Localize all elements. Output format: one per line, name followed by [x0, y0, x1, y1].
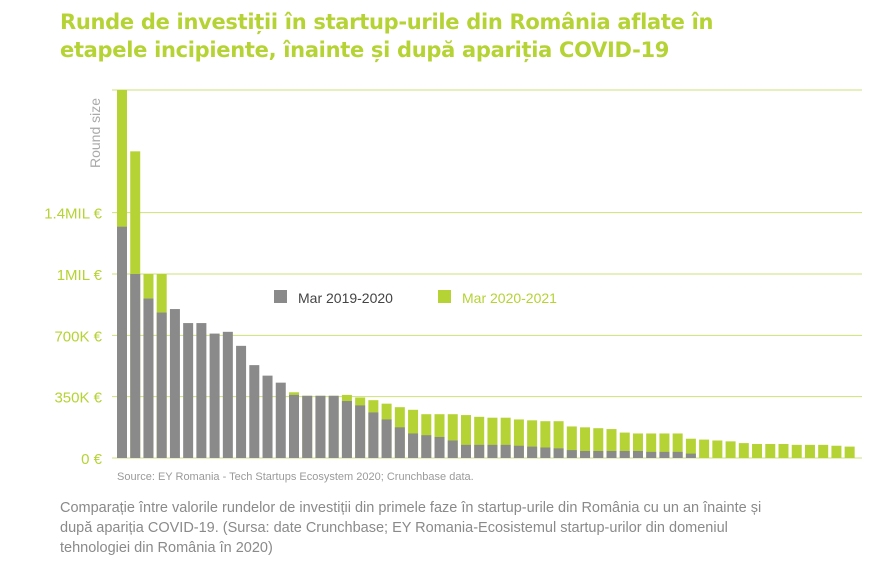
bar-mar-2020-2021: [791, 444, 802, 458]
bar-mar-2020-2021: [685, 438, 696, 458]
bar-mar-2019-2020: [646, 451, 657, 458]
bar-mar-2020-2021: [553, 421, 564, 458]
bar-mar-2019-2020: [156, 312, 167, 458]
bar-mar-2019-2020: [183, 323, 194, 458]
bar-mar-2019-2020: [632, 450, 643, 458]
y-tick-label: 350K €: [54, 390, 102, 407]
bar-mar-2019-2020: [222, 331, 233, 458]
bar-mar-2019-2020: [394, 427, 405, 458]
bar-mar-2019-2020: [130, 274, 141, 458]
bar-mar-2019-2020: [593, 450, 604, 458]
bar-mar-2019-2020: [196, 323, 207, 458]
bar-mar-2019-2020: [288, 394, 299, 458]
bar-mar-2020-2021: [844, 446, 855, 458]
bar-mar-2019-2020: [315, 395, 326, 458]
bar-mar-2019-2020: [460, 444, 471, 458]
bar-mar-2019-2020: [209, 333, 220, 458]
bar-mar-2020-2021: [566, 426, 577, 458]
figure-caption: Comparație între valorile rundelor de in…: [60, 498, 860, 558]
bar-mar-2019-2020: [275, 382, 286, 458]
bar-mar-2020-2021: [527, 420, 538, 458]
bar-mar-2020-2021: [804, 444, 815, 458]
legend-item-mar-2020-2021-swatch: [438, 290, 451, 303]
bar-mar-2019-2020: [169, 309, 180, 458]
bar-mar-2019-2020: [143, 298, 154, 458]
y-tick-label: 1.4MIL €: [44, 206, 102, 223]
bar-mar-2019-2020: [672, 451, 683, 458]
chart-title-line-2: etapele incipiente, înainte și după apar…: [60, 38, 670, 62]
bar-mar-2019-2020: [540, 447, 551, 458]
bar-mar-2020-2021: [460, 415, 471, 458]
bar-mar-2020-2021: [659, 433, 670, 458]
caption-line-3: tehnologiei din România în 2020): [60, 540, 273, 556]
bar-mar-2019-2020: [553, 448, 564, 458]
caption-line-1: Comparație între valorile rundelor de in…: [60, 500, 762, 516]
bar-mar-2019-2020: [685, 453, 696, 458]
y-tick-label: 0 €: [81, 451, 103, 468]
bar-mar-2019-2020: [619, 450, 630, 458]
bar-mar-2020-2021: [580, 427, 591, 458]
bar-mar-2020-2021: [752, 443, 763, 458]
bar-mar-2019-2020: [606, 450, 617, 458]
y-tick-label: 1MIL €: [57, 267, 103, 284]
bar-mar-2020-2021: [513, 419, 524, 458]
legend-item-mar-2019-2020-label: Mar 2019-2020: [298, 290, 393, 306]
bar-mar-2019-2020: [408, 433, 419, 458]
caption-line-2: după apariția COVID-19. (Sursa: date Cru…: [60, 520, 728, 536]
bar-mar-2020-2021: [500, 417, 511, 458]
bar-mar-2019-2020: [474, 444, 485, 458]
bar-mar-2019-2020: [580, 450, 591, 458]
bar-mar-2019-2020: [249, 365, 260, 458]
bar-mar-2020-2021: [725, 441, 736, 458]
bar-mar-2020-2021: [619, 432, 630, 458]
bar-mar-2020-2021: [738, 443, 749, 458]
source-note: Source: EY Romania - Tech Startups Ecosy…: [117, 471, 474, 483]
bar-mar-2020-2021: [540, 421, 551, 458]
bar-mar-2019-2020: [434, 436, 445, 458]
bar-mar-2020-2021: [447, 414, 458, 458]
bar-mar-2020-2021: [606, 429, 617, 458]
bar-mar-2019-2020: [236, 345, 247, 458]
bar-mar-2019-2020: [447, 440, 458, 458]
bar-mar-2020-2021: [778, 443, 789, 458]
bar-mar-2020-2021: [474, 416, 485, 458]
bar-mar-2019-2020: [368, 412, 379, 458]
bar-mar-2019-2020: [262, 375, 273, 458]
bar-mar-2019-2020: [513, 445, 524, 458]
bar-mar-2020-2021: [593, 428, 604, 458]
legend-item-mar-2020-2021-label: Mar 2020-2021: [462, 290, 557, 306]
bar-mar-2020-2021: [712, 440, 723, 458]
bar-mar-2020-2021: [831, 445, 842, 458]
bar-mar-2020-2021: [487, 417, 498, 458]
bar-mar-2020-2021: [699, 439, 710, 458]
bar-mar-2019-2020: [302, 395, 313, 458]
chart-title: Runde de investiții în startup-urile din…: [60, 8, 860, 64]
bar-mar-2019-2020: [527, 446, 538, 458]
y-axis-label: Round size: [87, 98, 103, 168]
bar-mar-2019-2020: [659, 451, 670, 458]
bar-mar-2020-2021: [672, 433, 683, 458]
bar-mar-2019-2020: [117, 226, 127, 458]
bar-mar-2019-2020: [487, 444, 498, 458]
bar-mar-2019-2020: [500, 444, 511, 458]
y-tick-label: 700K €: [54, 328, 102, 345]
bar-mar-2019-2020: [328, 395, 339, 458]
bar-mar-2019-2020: [421, 435, 432, 458]
bar-mar-2020-2021: [765, 443, 776, 458]
bar-chart: 0 € 350K € 700K € 1MIL € 1.4MIL € Round size M…: [44, 89, 862, 483]
bar-mar-2019-2020: [566, 450, 577, 458]
bar-mar-2019-2020: [341, 401, 352, 458]
bar-mar-2020-2021: [646, 433, 657, 458]
legend-item-mar-2019-2020-swatch: [274, 290, 287, 303]
bar-mar-2019-2020: [355, 405, 366, 458]
bar-mar-2020-2021: [818, 444, 829, 458]
bar-mar-2019-2020: [381, 419, 392, 458]
bar-mar-2020-2021: [632, 433, 643, 458]
bar-mar-2020-2021: [434, 414, 445, 458]
chart-title-line-1: Runde de investiții în startup-urile din…: [60, 10, 714, 34]
